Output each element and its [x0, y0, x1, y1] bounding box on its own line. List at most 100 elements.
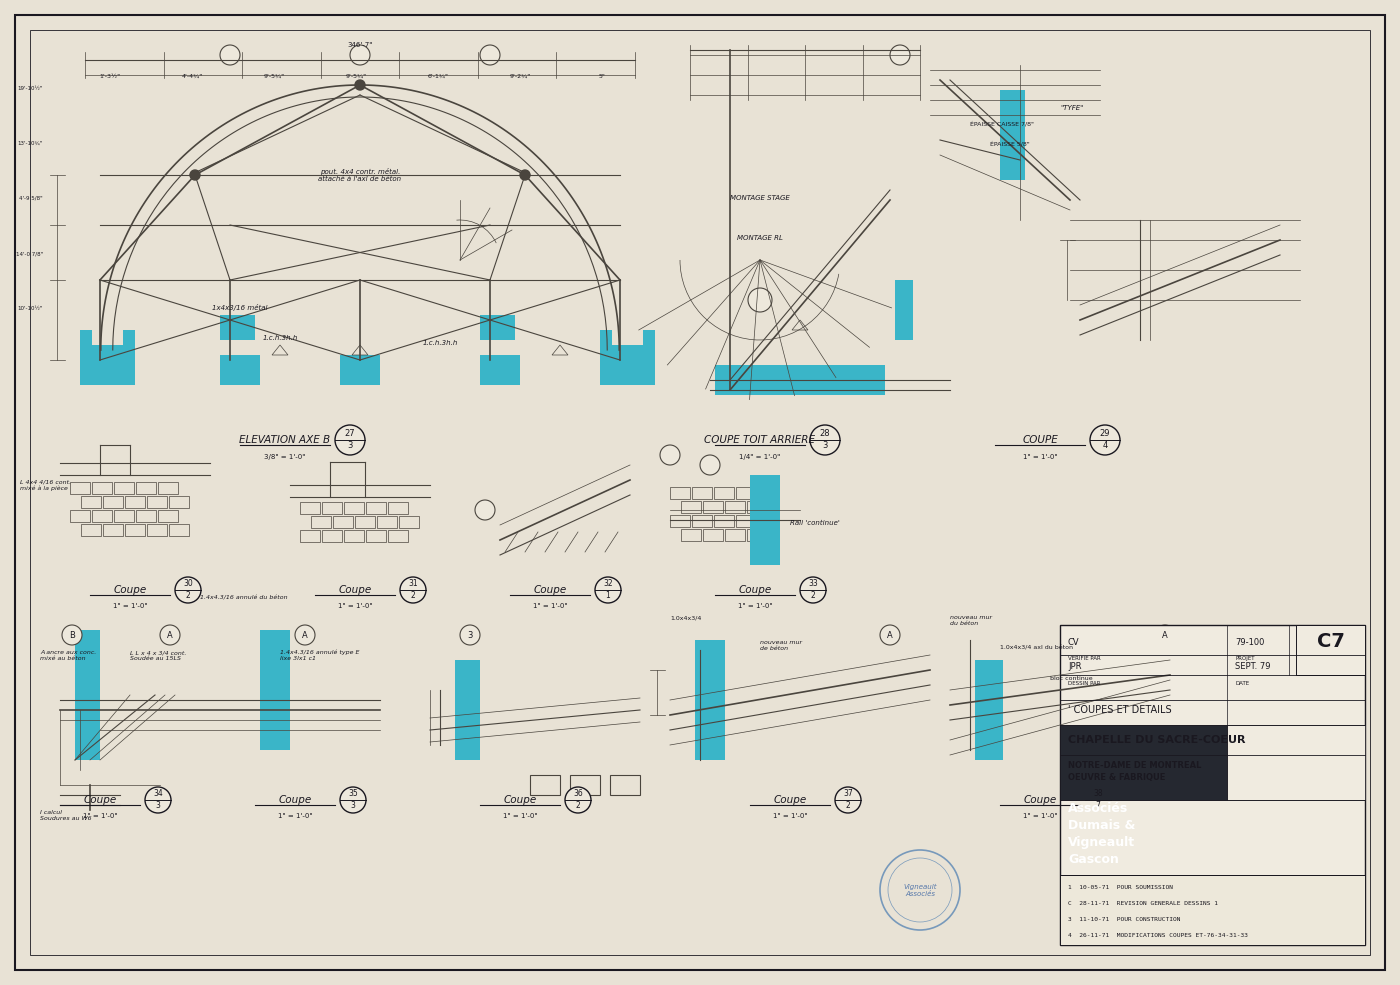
Text: ÉPAISSE 5/8": ÉPAISSE 5/8": [990, 141, 1030, 146]
Text: Coupe: Coupe: [773, 795, 806, 805]
Bar: [694, 640, 725, 760]
Text: 3/8" = 1'-0": 3/8" = 1'-0": [265, 454, 305, 460]
Bar: [260, 630, 290, 750]
Circle shape: [340, 787, 365, 813]
Text: 4'-4¾": 4'-4¾": [182, 74, 203, 79]
Bar: [92, 482, 112, 494]
Text: 35: 35: [349, 790, 358, 799]
Text: Coupe: Coupe: [504, 795, 536, 805]
Bar: [158, 510, 178, 522]
Circle shape: [834, 787, 861, 813]
Text: 1" = 1'-0": 1" = 1'-0": [83, 813, 118, 819]
Text: Coupe: Coupe: [339, 585, 371, 595]
Text: ' COUPES ET DETAILS: ' COUPES ET DETAILS: [1068, 705, 1172, 715]
Bar: [974, 660, 1002, 760]
Text: MONTAGE RL: MONTAGE RL: [736, 235, 783, 241]
Bar: [81, 524, 101, 536]
Text: OEUVRE & FABRIQUE: OEUVRE & FABRIQUE: [1068, 773, 1165, 782]
Circle shape: [475, 500, 496, 520]
Circle shape: [811, 425, 840, 455]
Bar: [344, 530, 364, 542]
Text: 1/4" = 1'-0": 1/4" = 1'-0": [739, 454, 781, 460]
Text: CHAPELLE DU SACRE-COEUR: CHAPELLE DU SACRE-COEUR: [1068, 735, 1246, 745]
Bar: [480, 355, 519, 385]
Bar: [81, 496, 101, 508]
Circle shape: [480, 45, 500, 65]
Bar: [671, 487, 690, 499]
Text: 1.c.h.3h.h: 1.c.h.3h.h: [423, 340, 458, 346]
Text: A: A: [888, 630, 893, 639]
Text: 38: 38: [1093, 790, 1103, 799]
Text: Coupe: Coupe: [738, 585, 771, 595]
Text: Coupe: Coupe: [113, 585, 147, 595]
Text: "TYFE": "TYFE": [1060, 105, 1084, 111]
Circle shape: [220, 45, 239, 65]
Circle shape: [1085, 787, 1112, 813]
Bar: [680, 529, 701, 541]
Text: SEPT. 79: SEPT. 79: [1235, 662, 1271, 671]
Text: 31: 31: [409, 579, 417, 588]
Text: 37: 37: [843, 790, 853, 799]
Bar: [169, 524, 189, 536]
Bar: [748, 529, 767, 541]
Text: B: B: [69, 630, 76, 639]
Text: Coupe: Coupe: [533, 585, 567, 595]
Text: ÉPAISSE CAISSE 7/8": ÉPAISSE CAISSE 7/8": [970, 120, 1035, 126]
Bar: [80, 355, 134, 385]
Text: 1" = 1'-0": 1" = 1'-0": [277, 813, 312, 819]
Bar: [113, 510, 134, 522]
Circle shape: [223, 47, 238, 63]
Bar: [714, 487, 734, 499]
Text: 2: 2: [811, 592, 815, 601]
Circle shape: [146, 787, 171, 813]
Bar: [671, 515, 690, 527]
Text: L L x 4 x 3/4 cont.
Soudée au 15LS: L L x 4 x 3/4 cont. Soudée au 15LS: [130, 650, 186, 661]
Bar: [92, 510, 112, 522]
Circle shape: [351, 47, 368, 63]
Bar: [1060, 725, 1226, 800]
Text: 34: 34: [153, 790, 162, 799]
Text: 30: 30: [183, 579, 193, 588]
Bar: [169, 496, 189, 508]
Bar: [356, 516, 375, 528]
Bar: [480, 315, 515, 340]
Bar: [158, 482, 178, 494]
Bar: [220, 315, 255, 340]
Bar: [715, 365, 885, 395]
Bar: [1000, 90, 1025, 180]
Circle shape: [190, 170, 200, 180]
Text: A: A: [167, 630, 172, 639]
Bar: [365, 530, 386, 542]
Text: Gascon: Gascon: [1068, 853, 1119, 866]
Text: 3  11-10-71  POUR CONSTRUCTION: 3 11-10-71 POUR CONSTRUCTION: [1068, 917, 1180, 922]
Bar: [125, 524, 146, 536]
Text: A: A: [302, 630, 308, 639]
Text: 5": 5": [599, 74, 605, 79]
Text: 1.4x4.3/16 annulé type E
lixe 3lx1 c1: 1.4x4.3/16 annulé type E lixe 3lx1 c1: [280, 650, 360, 661]
Circle shape: [566, 787, 591, 813]
Text: 1.4x4.3/16 annulé du béton: 1.4x4.3/16 annulé du béton: [200, 596, 287, 601]
Bar: [601, 330, 612, 365]
Text: 1" = 1'-0": 1" = 1'-0": [337, 603, 372, 609]
Bar: [70, 510, 90, 522]
Circle shape: [1155, 625, 1175, 645]
Text: Associés: Associés: [1068, 802, 1128, 815]
Text: 1" = 1'-0": 1" = 1'-0": [1023, 454, 1057, 460]
Bar: [610, 775, 640, 795]
Text: COUPE TOIT ARRIERE: COUPE TOIT ARRIERE: [704, 435, 815, 445]
Bar: [680, 501, 701, 513]
Text: 29: 29: [1100, 429, 1110, 438]
Text: DESSIN PAR: DESSIN PAR: [1068, 681, 1100, 686]
Text: NOTRE-DAME DE MONTREAL: NOTRE-DAME DE MONTREAL: [1068, 761, 1201, 770]
Bar: [736, 487, 756, 499]
Text: 1x4x3/16 métal: 1x4x3/16 métal: [213, 304, 267, 311]
Text: 1.0x4x3/4: 1.0x4x3/4: [671, 616, 701, 621]
Bar: [1060, 875, 1365, 945]
Text: 3: 3: [822, 441, 827, 450]
Text: 4  26-11-71  MODIFICATIONS COUPES ET-76-34-31-33: 4 26-11-71 MODIFICATIONS COUPES ET-76-34…: [1068, 933, 1247, 938]
Bar: [1226, 725, 1365, 800]
Text: 1" = 1'-0": 1" = 1'-0": [503, 813, 538, 819]
Text: 36: 36: [573, 790, 582, 799]
Text: C7: C7: [1316, 632, 1344, 651]
Text: 1.0x4x3/4 axl du béton: 1.0x4x3/4 axl du béton: [1000, 646, 1072, 651]
